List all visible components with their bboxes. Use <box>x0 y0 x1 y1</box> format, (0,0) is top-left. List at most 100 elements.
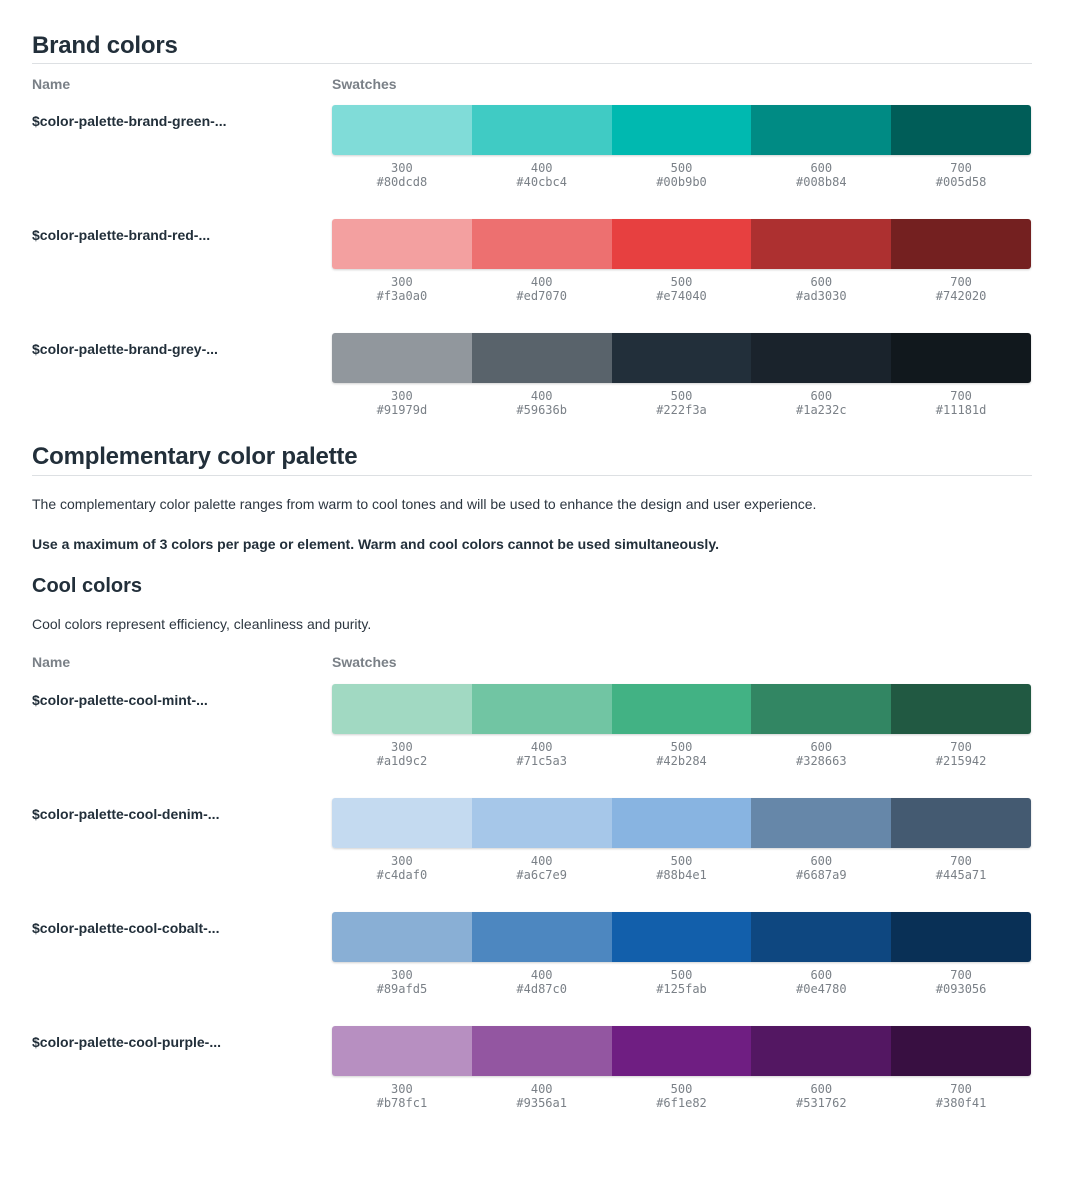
swatch-group: 300 #c4daf0 400 #a6c7e9 500 #88b4e1 600 #6687a9… <box>332 798 1031 882</box>
swatch-step: 500 <box>670 389 693 403</box>
color-swatch[interactable] <box>332 912 472 962</box>
swatch-hex: #9356a1 <box>516 1096 567 1110</box>
color-swatch[interactable] <box>471 684 612 734</box>
swatch-hex: #c4daf0 <box>376 868 428 882</box>
color-swatch[interactable] <box>332 333 472 383</box>
name-column-label: Name <box>32 76 71 92</box>
color-swatch[interactable] <box>611 333 752 383</box>
swatch-label: 400 #71c5a3 <box>472 740 612 768</box>
swatch-label: 600 #ad3030 <box>751 275 891 303</box>
color-swatch[interactable] <box>611 798 752 848</box>
color-swatch[interactable] <box>891 219 1031 269</box>
token-name: $color-palette-brand-green-... <box>32 113 227 129</box>
swatch-label: 700 #093056 <box>891 968 1031 996</box>
swatch-label: 400 #4d87c0 <box>472 968 612 996</box>
swatch-hex: #ed7070 <box>516 289 567 303</box>
token-name: $color-palette-cool-mint-... <box>32 692 208 708</box>
swatch-step: 500 <box>670 854 693 868</box>
swatch-label: 400 #59636b <box>472 389 612 417</box>
token-name: $color-palette-cool-cobalt-... <box>32 920 220 936</box>
swatch-labels: 300 #91979d 400 #59636b 500 #222f3a 600 #1a232c… <box>332 389 1031 417</box>
swatch-step: 600 <box>810 275 833 289</box>
swatch-step: 300 <box>391 275 413 289</box>
swatch-hex: #125fab <box>656 982 707 996</box>
color-swatch[interactable] <box>611 105 752 155</box>
swatch-step: 400 <box>530 1082 553 1096</box>
swatch-label: 300 #c4daf0 <box>332 854 472 882</box>
color-swatch[interactable] <box>332 219 472 269</box>
color-swatch[interactable] <box>751 333 892 383</box>
swatch-labels: 300 #80dcd8 400 #40cbc4 500 #00b9b0 600 #008b84… <box>332 161 1031 189</box>
color-swatch[interactable] <box>891 333 1031 383</box>
swatch-label: 600 #008b84 <box>751 161 891 189</box>
swatch-label: 700 #005d58 <box>891 161 1031 189</box>
color-swatch[interactable] <box>751 684 892 734</box>
brand-colors-heading: Brand colors <box>32 32 178 59</box>
swatch-step: 400 <box>530 854 553 868</box>
color-swatch[interactable] <box>332 1026 472 1076</box>
swatch-step: 300 <box>391 389 413 403</box>
color-row: $color-palette-cool-mint-... 300 #a1d9c2 40… <box>32 684 1032 768</box>
swatch-step: 600 <box>810 389 833 403</box>
cool-color-table: $color-palette-cool-mint-... 300 #a1d9c2 40… <box>32 684 1032 1110</box>
color-row: $color-palette-brand-red-... 300 #f3a0a0 40… <box>32 219 1032 303</box>
swatch-label: 400 #ed7070 <box>472 275 612 303</box>
color-swatch[interactable] <box>751 105 892 155</box>
color-swatch[interactable] <box>751 912 892 962</box>
color-row: $color-palette-brand-grey-... 300 #91979d 4… <box>32 333 1032 417</box>
color-swatch[interactable] <box>471 912 612 962</box>
swatch-group: 300 #f3a0a0 400 #ed7070 500 #e74040 600 #ad3030… <box>332 219 1031 303</box>
color-swatch[interactable] <box>471 105 612 155</box>
page: Brand colors Name Swatches $color-palett… <box>32 32 1032 1110</box>
swatch-step: 600 <box>810 1082 833 1096</box>
color-swatch[interactable] <box>891 912 1031 962</box>
color-swatch[interactable] <box>611 684 752 734</box>
swatch-label: 400 #40cbc4 <box>472 161 612 189</box>
swatch-label: 500 #222f3a <box>612 389 752 417</box>
color-swatch[interactable] <box>332 105 472 155</box>
color-swatch[interactable] <box>471 333 612 383</box>
color-swatch[interactable] <box>611 912 752 962</box>
cool-column-header: Name Swatches <box>32 653 1032 671</box>
cool-colors-description: Cool colors represent efficiency, cleanl… <box>32 616 372 632</box>
color-swatch[interactable] <box>611 219 752 269</box>
color-swatch[interactable] <box>751 219 892 269</box>
swatch-label: 500 #e74040 <box>612 275 752 303</box>
color-swatch[interactable] <box>332 684 472 734</box>
swatch-step: 500 <box>670 161 693 175</box>
token-name: $color-palette-brand-red-... <box>32 227 211 243</box>
swatch-label: 500 #125fab <box>612 968 752 996</box>
swatch-hex: #093056 <box>935 982 987 996</box>
color-row: $color-palette-cool-cobalt-... 300 #89afd5… <box>32 912 1032 996</box>
color-swatch[interactable] <box>751 1026 892 1076</box>
swatch-step: 500 <box>670 275 693 289</box>
swatch-hex: #11181d <box>935 403 987 417</box>
swatch-bar <box>332 798 1031 848</box>
swatch-group: 300 #89afd5 400 #4d87c0 500 #125fab 600 #0e4780… <box>332 912 1031 996</box>
swatch-step: 500 <box>670 968 693 982</box>
token-name: $color-palette-brand-grey-... <box>32 341 218 357</box>
color-swatch[interactable] <box>332 798 472 848</box>
swatch-step: 700 <box>950 740 972 754</box>
swatch-group: 300 #80dcd8 400 #40cbc4 500 #00b9b0 600 #008b84… <box>332 105 1031 189</box>
color-swatch[interactable] <box>751 798 892 848</box>
swatch-group: 300 #b78fc1 400 #9356a1 500 #6f1e82 600 #531762… <box>332 1026 1031 1110</box>
swatch-step: 300 <box>391 968 413 982</box>
color-swatch[interactable] <box>891 1026 1031 1076</box>
swatch-bar <box>332 333 1031 383</box>
swatch-step: 700 <box>950 1082 972 1096</box>
color-swatch[interactable] <box>611 1026 752 1076</box>
color-swatch[interactable] <box>891 798 1031 848</box>
color-swatch[interactable] <box>891 105 1031 155</box>
color-swatch[interactable] <box>891 684 1031 734</box>
swatch-step: 600 <box>810 740 833 754</box>
color-swatch[interactable] <box>471 1026 612 1076</box>
swatch-step: 300 <box>391 1082 413 1096</box>
color-swatch[interactable] <box>471 219 612 269</box>
color-swatch[interactable] <box>471 798 612 848</box>
swatch-hex: #59636b <box>516 403 567 417</box>
swatch-step: 300 <box>391 740 413 754</box>
swatch-label: 300 #b78fc1 <box>332 1082 472 1110</box>
brand-color-table: $color-palette-brand-green-... 300 #80dcd8… <box>32 105 1032 417</box>
swatch-hex: #742020 <box>935 289 987 303</box>
